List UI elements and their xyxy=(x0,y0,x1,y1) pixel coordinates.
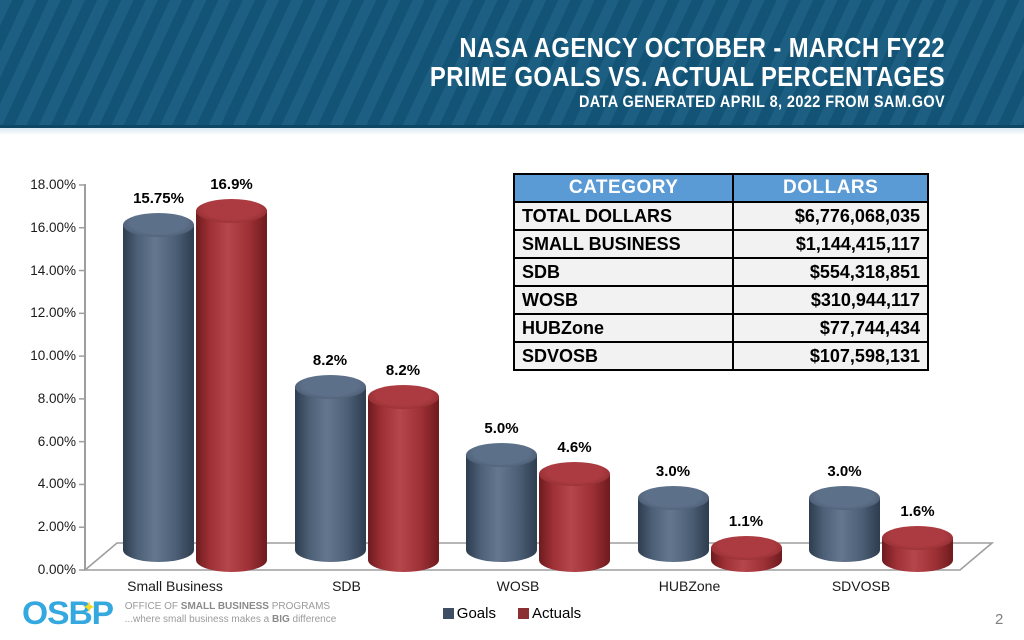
table-cell-dollars: $554,318,851 xyxy=(732,257,929,287)
table-cell-dollars: $107,598,131 xyxy=(732,341,929,371)
table-row: TOTAL DOLLARS $6,776,068,035 xyxy=(512,201,929,231)
cylinder-cap xyxy=(637,485,709,510)
table-row: SMALL BUSINESS $1,144,415,117 xyxy=(512,229,929,259)
category-label: Small Business xyxy=(127,578,223,594)
table-cell-category: SMALL BUSINESS xyxy=(512,229,735,259)
cylinder-cap xyxy=(123,213,194,238)
table-cell-dollars: $77,744,434 xyxy=(732,313,929,343)
actuals-bar-sdvosb xyxy=(882,525,953,572)
bar-value-label: 4.6% xyxy=(557,438,592,456)
osbp-logo: OSBP ✦ OFFICE OF SMALL BUSINESS PROGRAMS… xyxy=(22,596,336,630)
goals-swatch-icon xyxy=(442,608,454,619)
bar-value-label: 3.0% xyxy=(827,462,862,480)
cylinder-cap xyxy=(294,374,366,399)
cylinder-cap xyxy=(882,525,953,550)
chart-area: 18.00% 16.00% 14.00% 12.00% 10.00% 8.00% 6.00%… xyxy=(0,128,1024,640)
y-tick-label: 2.00% xyxy=(37,519,76,535)
y-tick-label: 8.00% xyxy=(37,390,76,406)
table-header-dollars: DOLLARS xyxy=(732,173,929,203)
goals-bar-small-business xyxy=(123,213,194,562)
y-tick-label: 4.00% xyxy=(37,476,76,492)
bar-value-label: 5.0% xyxy=(484,420,519,438)
actuals-swatch-icon xyxy=(517,608,529,619)
cylinder-cap xyxy=(539,461,610,486)
actuals-bar-small-business xyxy=(196,198,267,572)
category-label: SDB xyxy=(332,578,361,594)
osbp-logo-text: OSBP ✦ xyxy=(22,596,114,630)
cylinder-cap xyxy=(809,485,880,510)
table-cell-category: SDB xyxy=(512,257,735,287)
category-label: SDVOSB xyxy=(831,578,891,594)
title-line-2: PRIME GOALS VS. ACTUAL PERCENTAGES xyxy=(429,61,945,92)
table-cell-category: SDVOSB xyxy=(512,341,735,371)
cylinder-cap xyxy=(710,536,782,561)
goals-bar-hubzone xyxy=(637,485,709,562)
title-line-1: NASA AGENCY OCTOBER - MARCH FY22 xyxy=(459,32,945,63)
star-icon: ✦ xyxy=(82,599,96,615)
dollars-table: CATEGORY DOLLARS TOTAL DOLLARS $6,776,06… xyxy=(512,173,929,371)
slide-title-block: NASA AGENCY OCTOBER - MARCH FY22 PRIME G… xyxy=(430,33,945,112)
cylinder-cap xyxy=(466,443,537,468)
table-cell-dollars: $1,144,415,117 xyxy=(732,229,929,259)
y-tick-label: 18.00% xyxy=(30,176,76,192)
table-header-category: CATEGORY xyxy=(512,173,735,203)
goals-bar-sdb xyxy=(294,374,366,562)
table-cell-category: TOTAL DOLLARS xyxy=(512,201,735,231)
y-tick-label: 14.00% xyxy=(30,262,76,278)
table-row: SDB $554,318,851 xyxy=(512,257,929,287)
y-tick-label: 16.00% xyxy=(30,219,76,235)
cylinder-cap xyxy=(196,198,267,223)
legend-item-goals: Goals xyxy=(442,605,496,622)
chart-legend: Goals Actuals xyxy=(362,605,662,622)
category-label: HUBZone xyxy=(658,578,721,594)
y-tick-label: 10.00% xyxy=(30,348,76,364)
cylinder-cap xyxy=(367,384,439,409)
bar-value-label: 1.1% xyxy=(728,513,764,531)
bar-value-label: 16.9% xyxy=(210,175,253,193)
osbp-tagline: OFFICE OF SMALL BUSINESS PROGRAMS ...whe… xyxy=(125,601,337,626)
table-cell-category: HUBZone xyxy=(512,313,735,343)
legend-goals-label: Goals xyxy=(456,605,496,622)
table-row: WOSB $310,944,117 xyxy=(512,285,929,315)
table-header-row: CATEGORY DOLLARS xyxy=(512,173,929,203)
table-row: SDVOSB $107,598,131 xyxy=(512,341,929,371)
y-tick-label: 12.00% xyxy=(30,305,76,321)
bar-value-label: 8.2% xyxy=(385,361,421,379)
table-row: HUBZone $77,744,434 xyxy=(512,313,929,343)
title-subtitle: DATA GENERATED APRIL 8, 2022 FROM SAM.GO… xyxy=(578,92,945,111)
bar-value-label: 3.0% xyxy=(655,462,691,480)
table-cell-dollars: $6,776,068,035 xyxy=(732,201,929,231)
bar-value-label: 8.2% xyxy=(312,351,348,369)
y-tick-label: 6.00% xyxy=(37,433,76,449)
bar-value-label: 15.75% xyxy=(133,190,184,208)
actuals-bar-wosb xyxy=(539,461,610,572)
legend-item-actuals: Actuals xyxy=(517,605,582,622)
goals-bar-wosb xyxy=(466,443,537,562)
osbp-slogan-line: ...where small business makes a BIG diff… xyxy=(124,613,337,625)
actuals-bar-hubzone xyxy=(710,536,782,572)
goals-bar-sdvosb xyxy=(809,485,880,562)
actuals-bar-sdb xyxy=(367,384,439,572)
table-cell-dollars: $310,944,117 xyxy=(732,285,929,315)
table-cell-category: WOSB xyxy=(512,285,735,315)
y-tick-label: 0.00% xyxy=(37,562,76,577)
banner-bottom-fade xyxy=(0,128,1024,135)
osbp-org-line: OFFICE OF SMALL BUSINESS PROGRAMS xyxy=(124,601,331,612)
bar-value-label: 1.6% xyxy=(900,502,935,520)
category-label: WOSB xyxy=(496,578,540,594)
header-banner: NASA AGENCY OCTOBER - MARCH FY22 PRIME G… xyxy=(0,0,1024,128)
page-number: 2 xyxy=(995,611,1004,628)
legend-actuals-label: Actuals xyxy=(531,605,582,622)
